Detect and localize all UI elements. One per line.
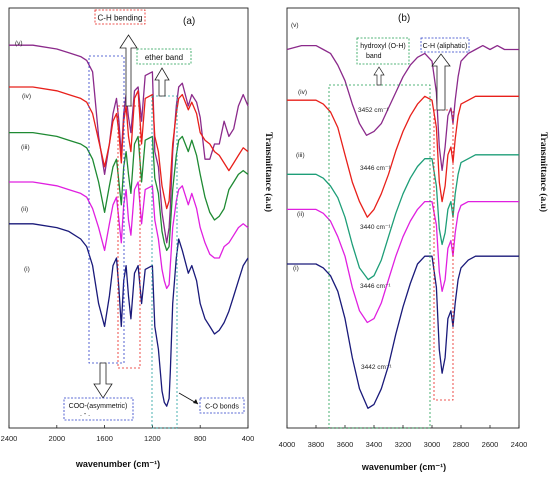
x-tick-label: 2800 xyxy=(453,440,470,449)
series-line-iii-panel-b xyxy=(287,154,519,281)
hydroxyl-label-line1: hydroxyl (O-H) xyxy=(360,43,406,50)
peak-label-i: 3442 cm⁻¹ xyxy=(361,364,392,371)
peak-label-ii: 3446 cm⁻¹ xyxy=(360,283,391,290)
panel-a-label: (a) xyxy=(183,16,195,27)
x-tick-label: 3000 xyxy=(424,440,441,449)
ch-aliphatic-label-box xyxy=(420,37,470,53)
curve-label-b-iii: (iii) xyxy=(296,152,305,159)
co-bonds-arrowhead-icon xyxy=(193,399,198,404)
x-tick-label: 3200 xyxy=(395,440,412,449)
curve-label-a-i: (i) xyxy=(24,266,30,273)
ch-bending-label-box xyxy=(94,9,146,25)
x-tick-label: 2600 xyxy=(482,440,499,449)
series-line-v-panel-b xyxy=(286,44,519,172)
x-tick-label: 2400 xyxy=(1,434,18,443)
x-tick-label: 4000 xyxy=(279,440,296,449)
coo-label-box xyxy=(63,397,134,421)
series-line-i-panel-b xyxy=(287,255,519,409)
co-bonds-label-box xyxy=(199,397,245,414)
x-tick-label: 1200 xyxy=(144,434,161,443)
x-tick-label: 2000 xyxy=(48,434,65,443)
hydroxyl-region-box xyxy=(328,84,431,429)
ether-band-arrow-icon xyxy=(154,67,170,97)
coo-sublabel: . - . xyxy=(80,411,90,418)
curve-label-a-v: (v) xyxy=(15,40,23,47)
coo-arrow-icon xyxy=(93,362,113,399)
ch-bending-region-box xyxy=(117,105,141,369)
curve-label-a-iii: (iii) xyxy=(21,144,30,151)
peak-label-iii: 3440 cm⁻¹ xyxy=(360,224,391,231)
x-tick-label: 3600 xyxy=(337,440,354,449)
ch-bending-arrow-icon xyxy=(119,34,138,107)
hydroxyl-label-box xyxy=(356,37,410,65)
ether-band-label-box xyxy=(136,48,192,65)
x-tick-label: 3400 xyxy=(366,440,383,449)
x-tick-label: 1600 xyxy=(96,434,113,443)
series-line-iv-panel-b xyxy=(287,95,519,218)
curve-label-b-v: (v) xyxy=(291,22,299,29)
panel-a-curves xyxy=(9,44,249,407)
x-tick-label: 2400 xyxy=(511,440,528,449)
ch-aliphatic-region-box xyxy=(433,109,454,401)
hydroxyl-arrow-icon xyxy=(373,66,385,86)
y-axis-label-b: Transmittance (a.u) xyxy=(538,132,549,212)
x-tick-label: 3800 xyxy=(308,440,325,449)
series-line-iv-panel-a xyxy=(9,86,249,210)
ch-bending-label: C-H bending xyxy=(98,14,143,23)
curve-label-b-iv: (iv) xyxy=(298,89,307,96)
series-line-ii-panel-b xyxy=(287,200,519,324)
panel-b-frame xyxy=(286,7,520,429)
ch-aliphatic-label: C-H (aliphatic) xyxy=(423,43,468,50)
curve-label-a-iv: (iv) xyxy=(22,93,31,100)
coo-region-box xyxy=(88,55,125,364)
x-axis-label-a: wavenumber (cm⁻¹) xyxy=(75,459,160,469)
x-tick-label: 800 xyxy=(194,434,207,443)
co-bonds-label: C-O bonds xyxy=(205,404,239,411)
series-line-iii-panel-a xyxy=(9,131,249,252)
ch-aliphatic-arrow-icon xyxy=(431,53,451,111)
peak-label-v: 3452 cm⁻¹ xyxy=(358,107,389,114)
panel-b-curves xyxy=(286,44,519,409)
hydroxyl-label-line2: band xyxy=(366,53,382,60)
panel-a-frame xyxy=(8,7,249,429)
panel-b-xticks: 4000 3800 3600 3400 3200 3000 2800 2600 2400 xyxy=(279,425,528,449)
coo-label: COO-(asymmetric) xyxy=(69,403,128,410)
series-line-v-panel-a xyxy=(9,44,249,244)
x-tick-label: 400 xyxy=(242,434,255,443)
x-axis-label-b: wavenumber (cm⁻¹) xyxy=(361,462,446,472)
series-line-ii-panel-a xyxy=(9,181,249,290)
y-axis-label-a: Transmittance (a.u) xyxy=(263,132,274,212)
ether-band-label: ether band xyxy=(145,53,183,62)
curve-label-b-i: (i) xyxy=(293,265,299,272)
series-line-i-panel-a xyxy=(9,223,249,407)
panel-b-label: (b) xyxy=(398,13,410,24)
curve-label-a-ii: (ii) xyxy=(21,206,28,213)
curve-label-b-ii: (ii) xyxy=(297,211,304,218)
peak-label-iv: 3446 cm⁻¹ xyxy=(360,165,391,172)
